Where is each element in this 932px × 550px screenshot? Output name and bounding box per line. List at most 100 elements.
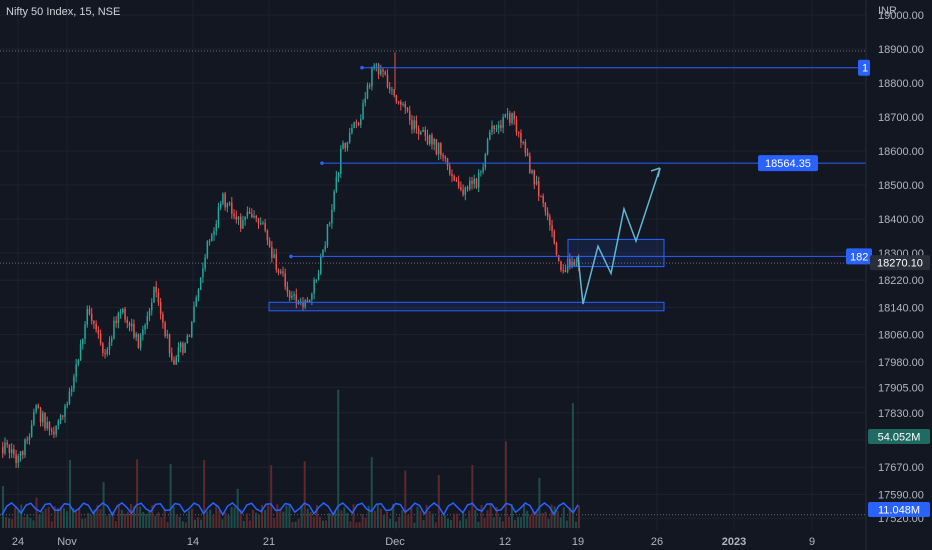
last-price-tag[interactable] bbox=[870, 255, 930, 271]
projection-path[interactable] bbox=[577, 167, 661, 305]
volume-bar bbox=[349, 521, 352, 528]
volume-bar bbox=[523, 504, 526, 528]
candle-body bbox=[4, 442, 6, 454]
candle-body bbox=[553, 231, 556, 244]
candle-body bbox=[451, 173, 453, 177]
volume-bar bbox=[81, 518, 84, 528]
volume-bar bbox=[334, 510, 337, 528]
candle-body bbox=[110, 338, 113, 342]
volume-bar bbox=[209, 509, 212, 528]
volume-bar bbox=[395, 521, 398, 528]
candle-body bbox=[77, 359, 80, 365]
candle-body bbox=[308, 299, 311, 303]
volume-bar bbox=[66, 511, 68, 528]
volume-bar bbox=[261, 504, 264, 528]
volume-bar bbox=[453, 513, 456, 528]
volume-bar bbox=[270, 465, 273, 528]
candle-body bbox=[420, 131, 422, 135]
candle-body bbox=[393, 89, 395, 96]
volume-ma-tag[interactable] bbox=[868, 502, 930, 517]
candle-body bbox=[186, 335, 189, 344]
volume-bar bbox=[102, 482, 105, 528]
candle-body bbox=[126, 319, 129, 324]
volume-bar bbox=[5, 516, 8, 528]
volume-bar bbox=[434, 522, 437, 528]
volume-bar bbox=[197, 517, 200, 528]
y-tick-label: 18500.00 bbox=[878, 180, 924, 192]
candle-body bbox=[59, 415, 62, 421]
candle-body bbox=[135, 333, 137, 338]
price-scale[interactable] bbox=[866, 0, 932, 550]
candle-body bbox=[166, 334, 169, 336]
candle-body bbox=[88, 309, 91, 314]
volume-bar bbox=[544, 511, 547, 528]
volume-bar bbox=[72, 508, 75, 528]
volume-bar bbox=[148, 511, 151, 528]
volume-bar bbox=[495, 506, 498, 528]
level-tag-0[interactable] bbox=[858, 59, 870, 76]
volume-bar bbox=[169, 463, 172, 528]
candle-body bbox=[466, 187, 469, 190]
y-tick-label: 18900.00 bbox=[878, 44, 924, 56]
volume-bar bbox=[166, 521, 169, 528]
zone-box-0[interactable] bbox=[268, 301, 665, 312]
volume-bar bbox=[489, 504, 492, 528]
candle-body bbox=[357, 123, 360, 126]
candle-body bbox=[404, 104, 407, 109]
volume-bar bbox=[264, 510, 267, 528]
y-tick-label: 19000.00 bbox=[878, 10, 924, 22]
volume-bar bbox=[200, 519, 203, 528]
x-tick-label: Dec bbox=[385, 536, 405, 548]
candle-body bbox=[444, 156, 447, 159]
level-tag-1[interactable] bbox=[758, 155, 818, 172]
candle-body bbox=[302, 301, 304, 308]
candle-body bbox=[475, 178, 478, 188]
volume-bar bbox=[181, 521, 184, 528]
candle-body bbox=[411, 120, 413, 130]
volume-bar bbox=[352, 504, 355, 528]
candle-body bbox=[457, 181, 460, 188]
candle-body bbox=[37, 405, 40, 409]
candle-body bbox=[164, 322, 166, 336]
candle-body bbox=[228, 202, 231, 204]
volume-bar bbox=[288, 504, 291, 528]
volume-bar bbox=[157, 512, 160, 528]
level-tag-2[interactable] bbox=[846, 248, 872, 265]
volume-bar bbox=[392, 503, 395, 528]
currency-label: INR bbox=[878, 5, 897, 17]
volume-bar bbox=[142, 511, 145, 528]
zone-box-1[interactable] bbox=[567, 238, 665, 268]
candle-body bbox=[333, 191, 335, 210]
volume-bar bbox=[535, 511, 538, 528]
candle-body bbox=[462, 189, 464, 195]
volume-bar bbox=[422, 520, 425, 528]
volume-bar bbox=[355, 522, 358, 528]
volume-bar bbox=[501, 521, 504, 528]
volume-bar bbox=[303, 461, 306, 528]
volume-bar bbox=[504, 441, 507, 528]
level-tag-1-text: 18564.35 bbox=[765, 158, 811, 170]
candle-body bbox=[39, 408, 42, 423]
candle-body bbox=[124, 308, 126, 320]
candle-body bbox=[351, 128, 353, 133]
candle-body bbox=[79, 344, 82, 360]
volume-bar bbox=[401, 510, 404, 528]
volume-bar bbox=[340, 510, 343, 528]
x-tick-label: 21 bbox=[263, 536, 275, 548]
candle-body bbox=[517, 132, 520, 134]
candle-body bbox=[115, 320, 117, 324]
volume-tag[interactable] bbox=[868, 429, 930, 444]
candle-body bbox=[215, 223, 217, 231]
volume-bar bbox=[471, 465, 474, 528]
candle-body bbox=[382, 69, 384, 72]
candle-body bbox=[70, 388, 73, 392]
volume-bar bbox=[328, 513, 331, 528]
candle-body bbox=[495, 128, 498, 130]
volume-bar bbox=[285, 505, 288, 528]
candle-body bbox=[348, 132, 351, 143]
candle-body bbox=[102, 343, 104, 354]
candle-body bbox=[286, 286, 289, 293]
volume-bar bbox=[373, 510, 376, 528]
